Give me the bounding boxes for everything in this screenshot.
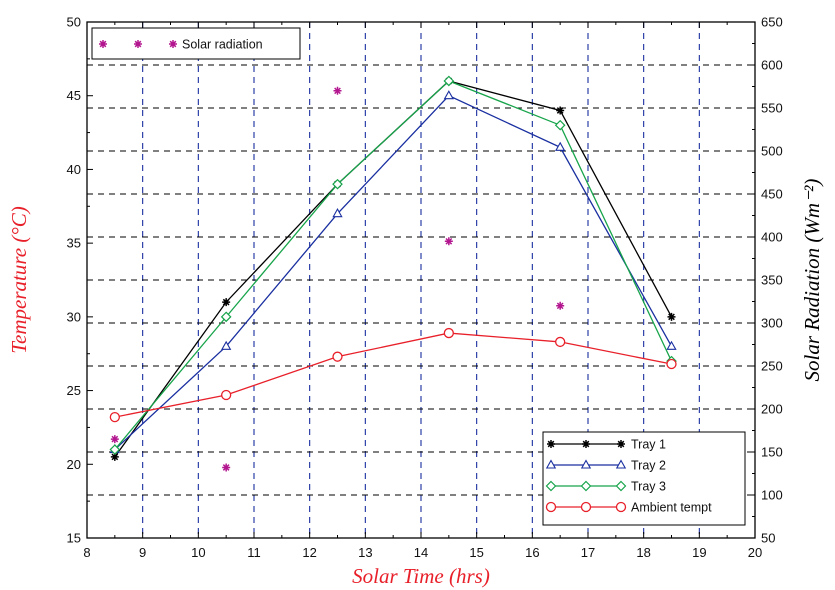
series-line-tray-3 (114, 80, 673, 450)
series-tray-2 (109, 90, 677, 454)
data-point-tray-1 (110, 452, 119, 461)
data-point-tray-2 (555, 141, 566, 151)
legend-label: Tray 3 (631, 480, 666, 494)
legend-box (91, 27, 301, 60)
series-tray-1 (110, 76, 676, 461)
x-tick-label: 14 (414, 545, 428, 560)
legend-label: Tray 1 (631, 438, 666, 452)
legend-label: Tray 2 (631, 459, 666, 473)
y-left-tick-label: 35 (67, 236, 81, 251)
data-point-ambient-tempt (332, 351, 343, 362)
y-left-tick-label: 20 (67, 457, 81, 472)
x-axis-title: Solar Time (hrs) (352, 564, 490, 588)
legend-marker (617, 440, 625, 448)
data-point-tray-2 (221, 340, 232, 350)
y-right-tick-label: 300 (761, 316, 783, 331)
legend-marker (169, 40, 177, 48)
legend-marker (580, 480, 592, 492)
data-point-ambient-tempt (666, 358, 677, 370)
legend-marker (547, 440, 555, 448)
legend-marker (582, 440, 590, 448)
legend-marker (615, 459, 627, 469)
legends: Solar radiation Tray 1 Tray 2 Tray 3 Ambient… (91, 27, 746, 526)
series-line-ambient-tempt (114, 332, 672, 418)
x-tick-label: 13 (358, 545, 372, 560)
data-point-ambient-tempt (555, 336, 566, 348)
y-right-tick-label: 250 (761, 359, 783, 374)
series-ambient-tempt (109, 327, 677, 423)
y-right-tick-label: 450 (761, 187, 783, 202)
x-tick-label: 11 (247, 545, 261, 560)
data-point-tray-3 (332, 178, 343, 190)
legend-label: Solar radiation (182, 38, 263, 52)
data-point-solar-radiation (222, 463, 231, 472)
y-left-tick-label: 30 (67, 309, 81, 324)
series-solar-radiation (110, 86, 565, 472)
data-point-ambient-tempt (109, 411, 120, 423)
legend-marker (545, 480, 557, 492)
y-right-tick-label: 500 (761, 144, 783, 159)
legend-marker (545, 501, 557, 513)
series-layer (109, 75, 677, 472)
y-left-tick-label: 50 (67, 15, 81, 30)
x-tick-label: 15 (469, 545, 483, 560)
legend-marker (615, 501, 627, 513)
y-right-tick-label: 550 (761, 101, 783, 116)
legend-marker (580, 501, 592, 513)
x-tick-label: 10 (191, 545, 205, 560)
data-point-solar-radiation (333, 86, 342, 95)
data-point-tray-3 (109, 444, 121, 455)
y-axis-left-title: Temperature (°C) (7, 206, 31, 353)
legend-box (542, 431, 746, 526)
series-line-tray-2 (114, 94, 673, 451)
y-right-tick-label: 150 (761, 445, 783, 460)
y-left-tick-label: 40 (67, 162, 81, 177)
data-point-solar-radiation (556, 301, 565, 310)
y-right-tick-label: 50 (761, 531, 775, 546)
y-right-tick-label: 600 (761, 58, 783, 73)
legend-marker (545, 459, 557, 469)
legend-label: Ambient tempt (631, 501, 712, 515)
grid (87, 22, 755, 538)
data-point-tray-3 (443, 75, 455, 87)
legend-marker (99, 40, 107, 48)
series-tray-3 (109, 75, 677, 455)
x-tick-label: 9 (139, 545, 146, 560)
x-tick-label: 16 (525, 545, 539, 560)
x-tick-label: 19 (692, 545, 706, 560)
y-left-tick-label: 25 (67, 383, 81, 398)
y-axis-right-title: Solar Radiation (Wm⁻²) (800, 179, 824, 382)
x-tick-label: 12 (302, 545, 316, 560)
legend-bottom-right: Tray 1 Tray 2 Tray 3 Ambient tempt (542, 431, 746, 526)
data-point-tray-3 (554, 119, 566, 131)
legend-marker (134, 40, 142, 48)
y-right-tick-label: 650 (761, 15, 783, 30)
x-tick-label: 17 (581, 545, 595, 560)
data-point-tray-2 (443, 90, 454, 100)
data-point-tray-3 (220, 311, 232, 323)
y-right-tick-label: 350 (761, 273, 783, 288)
data-point-solar-radiation (110, 435, 119, 444)
legend-top-left: Solar radiation (91, 27, 301, 60)
x-tick-label: 8 (83, 545, 90, 560)
data-point-tray-1 (556, 106, 565, 115)
x-tick-label: 18 (636, 545, 650, 560)
data-point-ambient-tempt (443, 327, 454, 339)
y-right-tick-label: 100 (761, 488, 783, 503)
y-right-tick-label: 400 (761, 230, 783, 245)
x-tick-label: 20 (748, 545, 762, 560)
data-point-tray-2 (666, 340, 677, 350)
y-left-tick-label: 15 (67, 531, 81, 546)
legend-marker (580, 459, 592, 469)
data-point-tray-1 (667, 312, 676, 321)
legend-marker (615, 480, 627, 492)
data-point-tray-1 (222, 298, 231, 307)
y-left-tick-label: 45 (67, 88, 81, 103)
data-point-solar-radiation (444, 237, 453, 246)
ticks: 8 9 10 11 12 13 14 15 16 17 18 19 20 15 20 25 30 35 40 45 50… (67, 15, 783, 561)
data-point-ambient-tempt (221, 389, 232, 401)
y-right-tick-label: 200 (761, 402, 783, 417)
data-point-tray-2 (332, 208, 343, 218)
